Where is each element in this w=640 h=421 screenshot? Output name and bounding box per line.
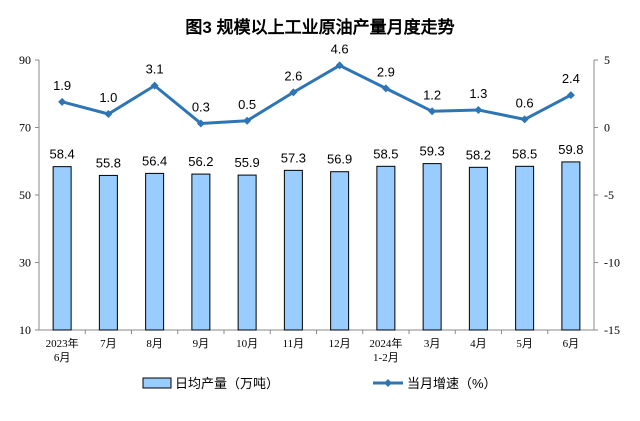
line-label: 0.3	[192, 99, 210, 114]
bar	[191, 173, 211, 331]
right-tick-label: -5	[604, 188, 614, 202]
bar	[237, 174, 257, 331]
line-label: 0.5	[238, 97, 256, 112]
x-tick-label: 12月	[329, 338, 351, 350]
bar	[52, 166, 72, 331]
line-point	[196, 119, 205, 128]
line-point	[150, 81, 159, 90]
line-label: 2.9	[377, 64, 395, 79]
bar	[145, 172, 165, 331]
legend-bar-label: 日均产量（万吨）	[175, 376, 279, 391]
line-point	[289, 88, 298, 97]
growth-line	[61, 63, 572, 125]
line-label: 1.0	[99, 90, 117, 105]
x-tick-label: 8月	[146, 338, 163, 350]
x-tick-label: 6月	[54, 352, 71, 364]
left-tick-label: 70	[19, 121, 31, 135]
line-point	[428, 107, 437, 116]
legend-line-label: 当月增速（%）	[407, 376, 497, 391]
bar-label: 55.9	[234, 155, 259, 170]
bar	[515, 165, 535, 331]
bar-label: 58.2	[466, 147, 491, 162]
bar-label: 57.3	[281, 150, 306, 165]
right-tick-label: 0	[604, 121, 610, 135]
left-tick-label: 30	[19, 256, 31, 270]
bar-label: 58.4	[49, 147, 74, 162]
line-label: 2.4	[562, 71, 580, 86]
bar	[468, 166, 488, 331]
bar-label: 58.5	[373, 146, 398, 161]
x-tick-label: 10月	[236, 338, 258, 350]
legend-bar-swatch	[142, 377, 172, 389]
bar	[330, 171, 350, 331]
bar	[422, 163, 442, 331]
left-tick-label: 90	[19, 53, 31, 67]
left-tick-label: 50	[19, 188, 31, 202]
legend-line-marker	[384, 379, 392, 387]
x-tick-label: 3月	[424, 338, 441, 350]
right-tick-label: -10	[604, 256, 620, 270]
x-tick-label: 2023年	[46, 336, 79, 350]
x-tick-label: 4月	[470, 338, 487, 350]
line-label: 3.1	[146, 62, 164, 77]
left-tick-label: 10	[19, 323, 31, 337]
line-label: 0.6	[516, 95, 534, 110]
chart-title: 图3 规模以上工业原油产量月度走势	[185, 17, 454, 37]
bar	[98, 174, 118, 331]
bar	[561, 161, 581, 331]
x-tick-label: 1-2月	[373, 352, 399, 364]
bar-label: 58.5	[512, 146, 537, 161]
bar-label: 55.8	[96, 155, 121, 170]
line-point	[58, 97, 67, 106]
bar-label: 56.2	[188, 154, 213, 169]
line-point	[566, 91, 575, 100]
right-tick-label: -15	[604, 323, 620, 337]
line-label: 2.6	[284, 68, 302, 83]
bar-label: 56.9	[327, 152, 352, 167]
line-point	[335, 61, 344, 70]
bar-label: 56.4	[142, 153, 167, 168]
bar-label: 59.3	[419, 144, 444, 159]
line-point	[474, 105, 483, 114]
line-label: 1.9	[53, 78, 71, 93]
line-point	[381, 84, 390, 93]
bar	[376, 165, 396, 331]
x-tick-label: 2024年	[369, 336, 402, 350]
x-tick-label: 6月	[563, 338, 580, 350]
bar-label: 59.8	[558, 142, 583, 157]
line-point	[520, 115, 529, 124]
legend: 日均产量（万吨） 当月增速（%）	[142, 376, 497, 391]
line-label: 1.3	[469, 86, 487, 101]
line-label: 1.2	[423, 87, 441, 102]
line-point	[243, 116, 252, 125]
x-tick-label: 5月	[516, 338, 533, 350]
x-tick-label: 7月	[100, 338, 117, 350]
bar	[283, 169, 303, 331]
right-tick-label: 5	[604, 53, 610, 67]
line-point	[104, 110, 113, 118]
x-tick-label: 11月	[283, 338, 305, 350]
line-label: 4.6	[331, 41, 349, 56]
x-tick-label: 9月	[193, 338, 210, 350]
